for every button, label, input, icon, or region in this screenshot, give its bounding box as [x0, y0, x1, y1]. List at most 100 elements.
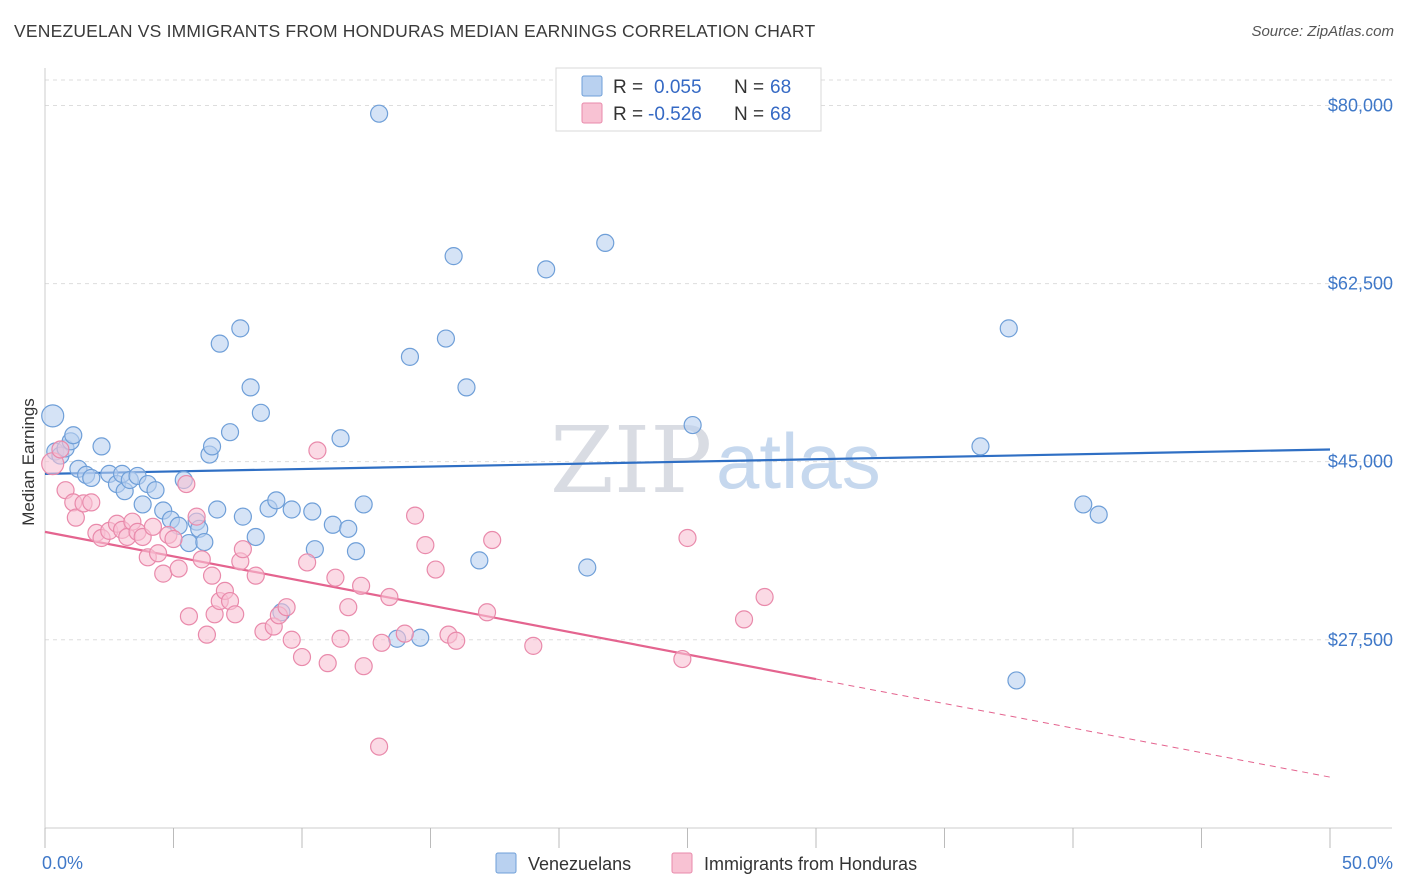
point-honduras-53	[380, 587, 399, 607]
point-venezuelans-9	[92, 437, 111, 456]
axes	[44, 68, 1392, 848]
point-venezuelans-50	[400, 347, 420, 366]
series-legend-swatch-venezuelans	[495, 852, 517, 874]
point-honduras-28	[202, 566, 222, 585]
point-venezuelans-45	[339, 519, 358, 538]
point-honduras-17	[143, 517, 163, 536]
point-venezuelans-55	[470, 551, 489, 570]
point-venezuelans-30	[210, 334, 229, 353]
y-tick-label-27500: $27,500	[1328, 630, 1393, 650]
point-honduras-51	[370, 737, 389, 756]
point-honduras-64	[678, 528, 697, 548]
point-honduras-33	[226, 605, 245, 624]
point-honduras-40	[277, 598, 296, 617]
point-honduras-24	[179, 607, 199, 626]
x-tick-label-max: 50.0%	[1342, 853, 1393, 873]
legend-n-value-1: 68	[770, 77, 791, 98]
point-venezuelans-54	[457, 378, 476, 397]
point-venezuelans-31	[220, 423, 240, 442]
point-honduras-49	[352, 576, 371, 595]
point-honduras-60	[477, 603, 497, 622]
point-venezuelans-58	[596, 233, 615, 252]
point-venezuelans-16	[133, 495, 152, 514]
point-honduras-57	[426, 560, 445, 579]
legend-n-label-2: N =	[734, 104, 764, 125]
point-honduras-23	[177, 474, 196, 494]
legend-swatch-venezuelans	[581, 75, 603, 97]
point-venezuelans-61	[999, 319, 1018, 338]
point-venezuelans-44	[331, 429, 350, 448]
point-venezuelans-59	[683, 415, 702, 435]
point-honduras-36	[246, 566, 265, 585]
point-venezuelans-57	[578, 558, 597, 577]
point-honduras-45	[318, 654, 337, 673]
point-honduras-25	[187, 507, 206, 526]
y-tick-label-80000: $80,000	[1328, 96, 1393, 116]
point-venezuelans-48	[370, 104, 389, 123]
series-legend-honduras: Immigrants from Honduras	[704, 854, 917, 874]
point-honduras-4	[66, 508, 85, 527]
point-venezuelans-5	[64, 426, 83, 445]
point-honduras-43	[298, 553, 317, 572]
point-honduras-59	[447, 631, 466, 650]
point-honduras-35	[233, 540, 252, 559]
series-legend-venezuelans: Venezuelans	[528, 854, 631, 874]
point-honduras-18	[148, 544, 168, 563]
x-tick-label-min: 0.0%	[42, 853, 83, 873]
point-venezuelans-60	[971, 437, 990, 456]
tick-labels: $27,500 $45,000 $62,500 $80,000 0.0% 50.0%	[42, 96, 1393, 873]
point-venezuelans-53	[444, 247, 463, 266]
point-honduras-42	[292, 647, 312, 667]
point-honduras-47	[331, 629, 350, 648]
point-honduras-65	[734, 610, 754, 629]
stats-legend: R = 0.055 N = 68 R = -0.526 N = 68	[555, 67, 822, 132]
chart-title: VENEZUELAN VS IMMIGRANTS FROM HONDURAS M…	[14, 21, 816, 41]
point-venezuelans-26	[195, 532, 214, 552]
point-honduras-19	[154, 564, 173, 583]
point-honduras-61	[483, 530, 502, 550]
point-venezuelans-47	[354, 495, 373, 514]
trend-line-venezuelans	[44, 448, 1331, 475]
legend-r-label-2: R =	[613, 104, 643, 125]
point-honduras-55	[405, 506, 425, 525]
point-venezuelans-32	[231, 319, 250, 338]
legend-r-value-2: -0.526	[648, 104, 702, 125]
point-honduras-63	[673, 649, 692, 669]
point-honduras-52	[372, 633, 391, 652]
point-honduras-56	[416, 536, 435, 555]
point-honduras-54	[395, 624, 414, 643]
point-honduras-50	[354, 657, 373, 676]
point-honduras-41	[282, 630, 301, 649]
point-venezuelans-52	[436, 329, 456, 348]
point-venezuelans-51	[411, 628, 430, 647]
point-honduras-6	[82, 493, 101, 512]
legend-n-value-2: 68	[770, 104, 791, 125]
point-venezuelans-0	[41, 404, 65, 428]
point-venezuelans-36	[251, 403, 270, 422]
data-points	[41, 104, 1108, 756]
point-honduras-27	[197, 625, 217, 644]
y-tick-label-62500: $62,500	[1328, 274, 1393, 294]
point-venezuelans-64	[1007, 671, 1026, 690]
point-venezuelans-29	[208, 500, 227, 519]
point-venezuelans-28	[202, 437, 222, 456]
point-honduras-1	[51, 440, 70, 459]
point-venezuelans-23	[179, 533, 199, 553]
series-legend: Venezuelans Immigrants from Honduras	[495, 852, 917, 874]
point-honduras-62	[524, 636, 543, 655]
point-venezuelans-63	[1089, 505, 1108, 524]
point-venezuelans-33	[233, 507, 252, 526]
point-honduras-48	[339, 598, 358, 617]
point-venezuelans-8	[82, 468, 101, 488]
point-venezuelans-43	[323, 515, 342, 534]
point-honduras-22	[169, 559, 188, 578]
legend-r-value-1: 0.055	[654, 77, 702, 98]
point-venezuelans-46	[346, 542, 366, 561]
point-venezuelans-56	[537, 260, 556, 279]
legend-n-label-1: N =	[734, 77, 764, 98]
point-venezuelans-35	[246, 527, 265, 547]
source-label: Source: ZipAtlas.com	[1251, 23, 1394, 40]
y-axis-label: Median Earnings	[19, 398, 38, 526]
series-legend-swatch-honduras	[671, 852, 693, 874]
